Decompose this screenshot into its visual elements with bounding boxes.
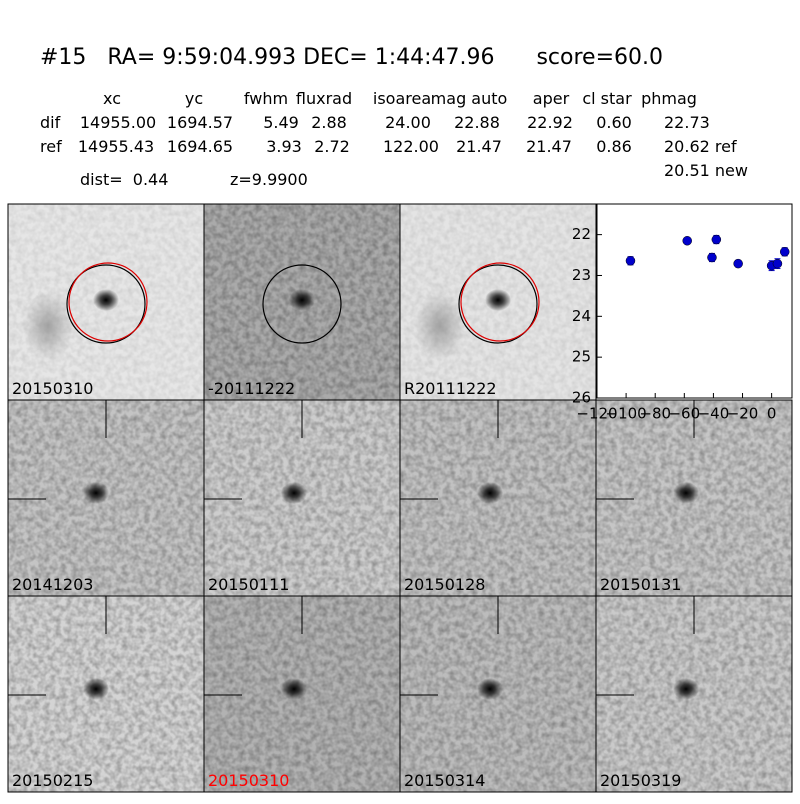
image-stamp: -20111222	[203, 203, 401, 401]
image-stamp: 20150111	[203, 399, 401, 597]
source	[83, 482, 109, 504]
redshift: z=9.9900	[230, 170, 308, 189]
image-stamp: 20150215	[7, 595, 205, 793]
x-tick-label: −20	[727, 405, 759, 423]
stamp-label: 20150128	[404, 575, 485, 594]
image-stamp: 20150314	[399, 595, 597, 793]
stamp-label: R20111222	[404, 379, 497, 398]
stamp-label: 20150111	[208, 575, 289, 594]
aperture	[262, 264, 342, 344]
x-tick-label: −60	[668, 405, 700, 423]
stamp-frame	[595, 595, 793, 793]
point	[772, 258, 783, 269]
table-cell: 1694.57	[167, 113, 233, 132]
source	[289, 289, 315, 311]
table-cell: 24.00	[385, 113, 431, 132]
x-tick-label: −40	[698, 405, 730, 423]
source	[485, 289, 511, 311]
source	[673, 678, 699, 700]
table-cell: 2.72	[314, 137, 350, 156]
x-tick-label: −120	[576, 405, 617, 423]
table-cell: 2.88	[311, 113, 347, 132]
table-cell: 0.86	[596, 137, 632, 156]
source	[673, 482, 699, 504]
table-extra: 20.51 new	[664, 161, 748, 180]
image-stamp: 20141203	[7, 399, 205, 597]
image-stamp: 20150128	[399, 399, 597, 597]
table-cell: 22.92	[527, 113, 573, 132]
table-cell: 21.47	[456, 137, 502, 156]
point	[733, 258, 743, 269]
point	[625, 256, 636, 266]
stamp-label: 20150310	[208, 771, 289, 790]
stamp-label: 20141203	[12, 575, 93, 594]
stamp-label: 20150131	[600, 575, 681, 594]
stamp-label: -20111222	[208, 379, 295, 398]
image-stamp: 20150131	[595, 399, 793, 597]
table-cell: ref	[40, 137, 62, 156]
column-header: xc	[103, 89, 121, 108]
y-tick-label: 26	[572, 389, 591, 407]
source	[477, 678, 503, 700]
title: #15 RA= 9:59:04.993 DEC= 1:44:47.96 scor…	[40, 45, 663, 70]
table-cell: dif	[40, 113, 61, 132]
column-header: isoarea	[373, 89, 431, 108]
image-stamp: 20150310	[203, 595, 401, 793]
aperture-ref	[460, 262, 540, 342]
column-header: aper	[533, 89, 570, 108]
stamp-label: 20150310	[12, 379, 93, 398]
point	[779, 247, 790, 257]
table-cell: 22.88	[454, 113, 500, 132]
x-tick-label: 0	[767, 405, 777, 423]
source	[281, 482, 307, 504]
table-cell: 0.60	[596, 113, 632, 132]
stamp-label: 20150314	[404, 771, 485, 790]
stamp-label: 20150319	[600, 771, 681, 790]
y-tick-label: 23	[572, 266, 591, 284]
aperture	[66, 264, 146, 344]
point	[707, 252, 717, 263]
table-cell: 5.49	[263, 113, 299, 132]
point	[682, 236, 692, 246]
image-stamp: 20150319	[595, 595, 793, 793]
table-cell: 3.93	[266, 137, 302, 156]
table-cell: 21.47	[526, 137, 572, 156]
host-galaxy	[23, 291, 73, 361]
column-header: fluxrad	[296, 89, 352, 108]
table-cell: 20.62 ref	[664, 137, 737, 156]
aperture-ref	[68, 262, 148, 342]
table-cell: 14955.43	[78, 137, 154, 156]
source	[477, 482, 503, 504]
table-cell: 14955.00	[80, 113, 156, 132]
x-tick-label: −80	[639, 405, 671, 423]
aperture	[458, 264, 538, 344]
stamp-label: 20150215	[12, 771, 93, 790]
point	[711, 234, 722, 245]
column-header: mag auto	[431, 89, 508, 108]
source	[83, 678, 109, 700]
column-header: phmag	[641, 89, 697, 108]
table-cell: 122.00	[383, 137, 439, 156]
column-header: yc	[185, 89, 203, 108]
y-tick-label: 22	[572, 225, 591, 243]
column-header: fwhm	[244, 89, 288, 108]
image-stamp: R20111222	[399, 203, 597, 401]
dist: dist= 0.44	[80, 170, 168, 189]
plot-area	[596, 203, 793, 399]
column-header: cl star	[582, 89, 632, 108]
y-tick-label: 25	[572, 348, 591, 366]
host-galaxy	[415, 291, 465, 361]
table-cell: 1694.65	[167, 137, 233, 156]
source	[281, 678, 307, 700]
y-tick-label: 24	[572, 307, 591, 325]
image-stamp: 20150310	[7, 203, 205, 401]
source	[93, 289, 119, 311]
x-tick-label: −100	[606, 405, 647, 423]
table-cell: 22.73	[664, 113, 710, 132]
